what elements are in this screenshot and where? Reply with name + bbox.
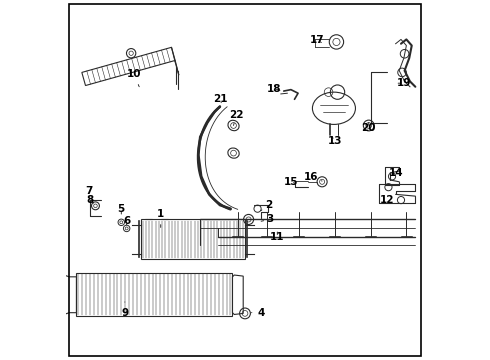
Bar: [76, 273, 232, 316]
Text: 20: 20: [362, 123, 376, 133]
Text: 14: 14: [389, 168, 404, 178]
Text: 3: 3: [261, 215, 274, 224]
Text: 4: 4: [251, 308, 265, 318]
Text: 15: 15: [284, 177, 298, 187]
Text: 12: 12: [379, 195, 394, 205]
Text: 2: 2: [261, 200, 272, 211]
Text: 10: 10: [126, 69, 141, 87]
Text: 16: 16: [304, 172, 322, 183]
Text: 9: 9: [122, 302, 128, 318]
Text: 21: 21: [213, 94, 228, 104]
Text: 19: 19: [396, 78, 411, 88]
Text: 6: 6: [123, 216, 130, 226]
Text: 7: 7: [86, 186, 93, 201]
Text: 13: 13: [327, 136, 342, 145]
Text: 1: 1: [157, 209, 164, 228]
Bar: [141, 220, 245, 259]
Text: 22: 22: [229, 111, 243, 126]
Text: 17: 17: [309, 35, 324, 45]
Text: 8: 8: [86, 195, 94, 205]
Text: 5: 5: [118, 204, 125, 214]
Text: 18: 18: [267, 84, 281, 94]
Text: 11: 11: [270, 232, 285, 242]
